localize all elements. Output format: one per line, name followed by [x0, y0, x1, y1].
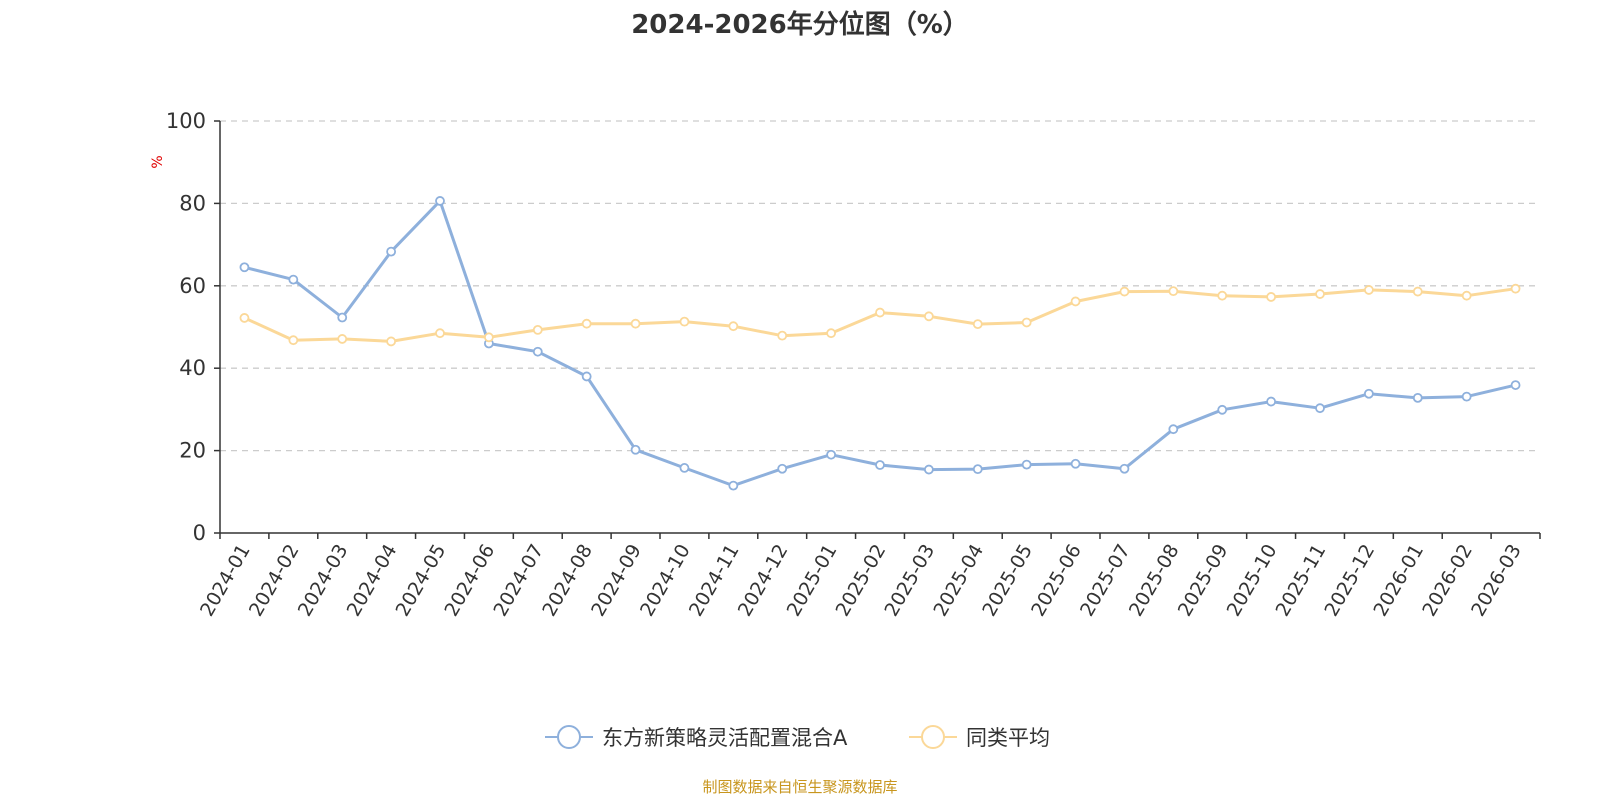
data-point[interactable] — [972, 319, 983, 330]
data-point[interactable] — [386, 246, 397, 257]
data-point[interactable] — [1168, 286, 1179, 297]
data-point[interactable] — [532, 324, 543, 335]
data-point[interactable] — [337, 312, 348, 323]
data-point[interactable] — [1412, 392, 1423, 403]
legend-label: 东方新策略灵活配置混合A — [602, 726, 848, 750]
data-point[interactable] — [581, 371, 592, 382]
series-1 — [239, 283, 1521, 347]
data-point[interactable] — [1461, 391, 1472, 402]
data-point[interactable] — [875, 307, 885, 318]
data-point[interactable] — [1119, 286, 1130, 297]
x-axis-ticks: 2024-012024-022024-032024-042024-052024-… — [196, 533, 1541, 620]
data-point[interactable] — [1217, 404, 1228, 415]
data-point[interactable] — [679, 316, 690, 327]
data-point[interactable] — [1070, 458, 1081, 469]
data-point[interactable] — [1168, 424, 1179, 435]
series-0 — [239, 196, 1521, 491]
data-point[interactable] — [777, 330, 788, 341]
data-point[interactable] — [923, 311, 934, 322]
data-point[interactable] — [1217, 290, 1228, 301]
data-point[interactable] — [630, 444, 641, 455]
series-group — [239, 196, 1521, 491]
legend-item-0[interactable]: 东方新策略灵活配置混合A — [545, 725, 848, 750]
data-point[interactable] — [239, 262, 250, 273]
data-point[interactable] — [288, 274, 299, 285]
axes — [219, 121, 1540, 534]
data-point[interactable] — [1021, 459, 1032, 470]
y-tick-label: 40 — [179, 356, 206, 380]
data-point[interactable] — [777, 463, 788, 474]
data-point[interactable] — [337, 334, 348, 344]
data-point[interactable] — [1119, 463, 1130, 474]
data-point[interactable] — [728, 321, 739, 332]
data-point[interactable] — [1021, 317, 1032, 328]
data-point[interactable] — [288, 335, 299, 346]
legend-label: 同类平均 — [966, 726, 1050, 750]
y-tick-label: 100 — [166, 109, 206, 133]
y-tick-label: 20 — [179, 439, 206, 463]
data-point[interactable] — [875, 460, 885, 470]
legend-marker — [557, 725, 581, 749]
data-point[interactable] — [1461, 290, 1472, 301]
data-point[interactable] — [532, 346, 543, 357]
data-point[interactable] — [1266, 292, 1277, 302]
data-point[interactable] — [1363, 388, 1374, 399]
data-point[interactable] — [1070, 296, 1081, 307]
y-tick-label: 60 — [179, 274, 206, 298]
data-point[interactable] — [386, 336, 397, 347]
data-point[interactable] — [630, 318, 641, 329]
data-point[interactable] — [972, 464, 983, 475]
data-point[interactable] — [1315, 289, 1325, 299]
data-point[interactable] — [679, 463, 690, 473]
legend[interactable]: 东方新策略灵活配置混合A 同类平均 — [545, 725, 1050, 750]
data-point[interactable] — [435, 196, 445, 206]
legend-item-1[interactable]: 同类平均 — [909, 725, 1050, 750]
y-tick-label: 0 — [193, 521, 206, 545]
data-point[interactable] — [1266, 396, 1277, 407]
data-point[interactable] — [1315, 403, 1325, 414]
data-point[interactable] — [1510, 283, 1521, 294]
data-point[interactable] — [435, 328, 445, 339]
data-point[interactable] — [239, 313, 250, 323]
data-point[interactable] — [923, 464, 934, 475]
data-point[interactable] — [581, 318, 592, 329]
data-point[interactable] — [826, 449, 837, 460]
data-point[interactable] — [728, 480, 739, 491]
data-point[interactable] — [1363, 285, 1374, 295]
legend-marker — [921, 725, 945, 749]
y-axis-unit: % — [150, 155, 166, 168]
y-axis-ticks: 0 20 40 60 80 100 — [166, 109, 220, 545]
source-note: 制图数据来自恒生聚源数据库 — [702, 778, 897, 796]
data-point[interactable] — [826, 328, 837, 339]
data-point[interactable] — [483, 332, 494, 343]
y-tick-label: 80 — [179, 191, 206, 215]
series-line — [244, 199, 1516, 488]
data-point[interactable] — [1510, 380, 1521, 390]
chart-title: 2024-2026年分位图（%） — [631, 9, 969, 40]
data-point[interactable] — [1412, 286, 1423, 297]
